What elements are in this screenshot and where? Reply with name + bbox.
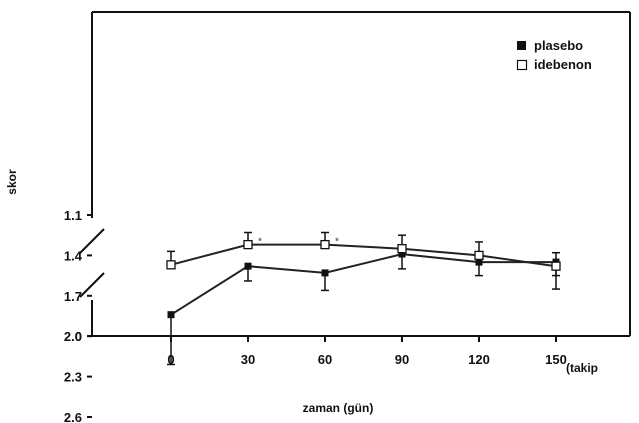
y-tick-label: 2.0 xyxy=(64,329,82,344)
y-axis-ticks: 2.6 2.3 2.0 1.7 1.4 1.1 0 xyxy=(64,208,92,423)
legend-label-idebenon: idebenon xyxy=(534,57,592,72)
series-lines xyxy=(170,243,557,316)
significance-annotation: * xyxy=(335,237,339,248)
point-idebenon xyxy=(397,244,407,254)
point-idebenon xyxy=(474,250,484,261)
significance-annotation: * xyxy=(258,237,262,248)
point-plasebo xyxy=(167,311,175,319)
point-idebenon xyxy=(320,239,330,250)
point-plasebo xyxy=(398,250,406,258)
x-tick-label: 90 xyxy=(395,352,409,367)
legend-marker-idebenon xyxy=(516,59,528,71)
y-tick-label: 2.3 xyxy=(64,370,82,385)
y-axis-break xyxy=(79,228,105,298)
error-bars xyxy=(167,231,560,366)
legend: plasebo idebenon xyxy=(516,38,592,72)
y-tick-label: 0 xyxy=(75,329,82,344)
point-idebenon xyxy=(166,260,176,270)
series-line-idebenon xyxy=(170,243,557,268)
x-axis-title: zaman (gün) xyxy=(303,401,374,415)
y-tick-label: 1.1 xyxy=(64,208,82,223)
point-idebenon xyxy=(551,261,561,271)
x-unit-label: (takip xyxy=(566,361,598,375)
x-tick-label: 60 xyxy=(318,352,332,367)
series-line-plasebo xyxy=(170,253,556,316)
y-tick-label: 2.6 xyxy=(64,410,82,423)
point-plasebo xyxy=(321,269,329,277)
annotations: * * xyxy=(258,237,339,248)
y-tick-label: 1.4 xyxy=(64,248,83,263)
point-plasebo xyxy=(475,258,483,266)
x-tick-label: 150 xyxy=(545,352,567,367)
point-idebenon xyxy=(243,239,253,250)
y-axis-title: skor xyxy=(5,169,19,195)
plot-frame xyxy=(91,11,631,337)
legend-marker-plasebo xyxy=(517,41,526,50)
x-tick-label: 120 xyxy=(468,352,490,367)
point-plasebo xyxy=(244,262,252,270)
y-tick-label: 1.7 xyxy=(64,289,82,304)
series-markers xyxy=(166,239,561,319)
legend-label-plasebo: plasebo xyxy=(534,38,583,53)
x-tick-label: 30 xyxy=(241,352,255,367)
